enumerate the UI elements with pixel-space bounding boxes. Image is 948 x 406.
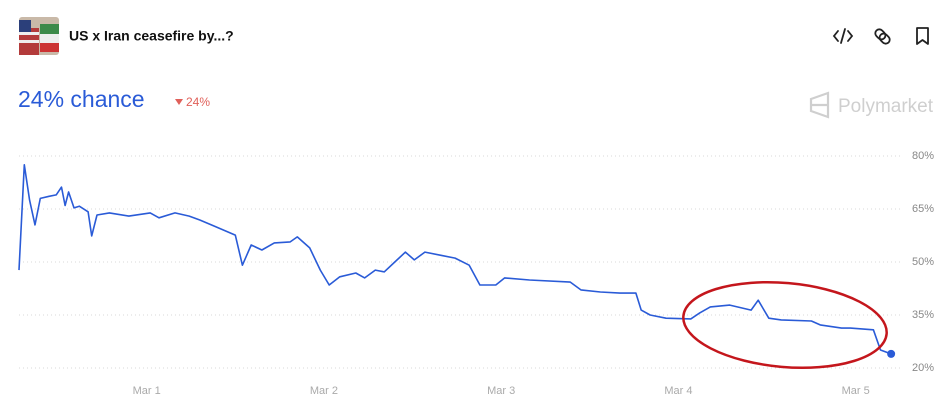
embed-button[interactable] [832, 28, 854, 44]
y-tick-label: 65% [912, 203, 934, 215]
annotation-ellipse [682, 280, 888, 370]
market-title: US x Iran ceasefire by...? [69, 28, 234, 44]
x-tick-label: Mar 5 [842, 385, 870, 397]
down-arrow [175, 99, 183, 105]
x-tick-label: Mar 1 [133, 385, 161, 397]
y-tick-label: 80% [912, 150, 934, 162]
y-tick-label: 50% [912, 256, 934, 268]
headline: 24% chance [18, 86, 145, 112]
link-button[interactable] [874, 28, 892, 46]
bookmark-button[interactable] [916, 27, 929, 45]
x-tick-label: Mar 3 [487, 385, 515, 397]
y-tick-label: 35% [912, 309, 934, 321]
brand: Polymarket [838, 96, 934, 117]
price-line [18, 164, 892, 355]
x-tick-label: Mar 2 [310, 385, 338, 397]
y-tick-label: 20% [912, 362, 934, 374]
change: 24% [186, 95, 210, 109]
brand-logo: Polymarket [809, 91, 934, 119]
market-image [19, 17, 59, 55]
x-tick-label: Mar 4 [664, 385, 692, 397]
current-point [887, 349, 896, 358]
